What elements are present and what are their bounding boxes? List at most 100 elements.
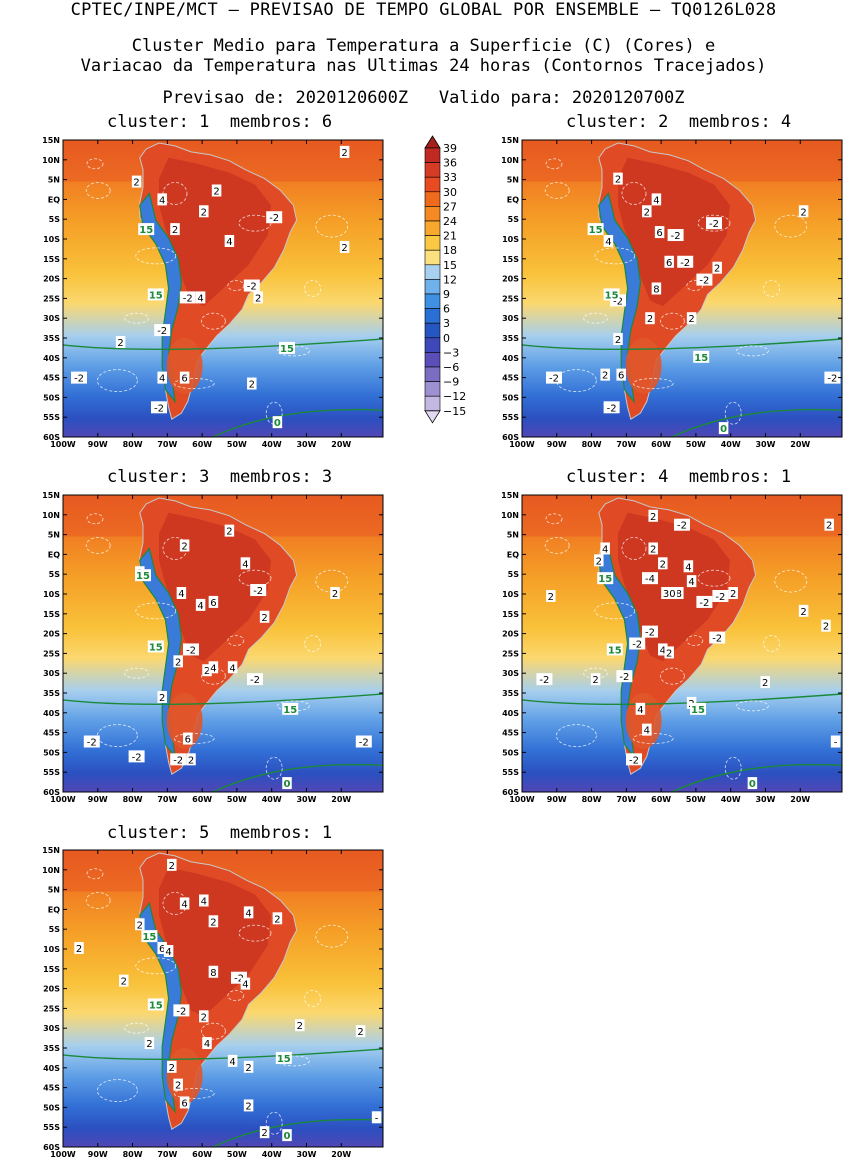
variation-label: 2 [297,1021,303,1032]
contour-15c [62,693,384,706]
variation-label: 2 [660,559,666,570]
lat-tick-label: 20S [43,275,60,284]
lat-tick-label: 15S [502,255,519,264]
variation-label: 4 [685,562,691,573]
variation-label: 2 [76,944,82,955]
lat-tick-label: 45S [43,729,60,738]
lon-tick-label: 100W [509,440,535,449]
variation-label: 2 [175,1081,181,1092]
variation-label: 2 [146,1039,152,1050]
lon-tick-label: 70W [157,1150,177,1157]
lat-tick-label: 15N [501,491,519,500]
variation-label: -2 [619,672,629,683]
isotherm-label: 15 [136,571,150,582]
lat-tick-label: 5S [49,215,61,224]
variation-label: -2 [680,258,690,269]
variation-label: 2 [249,380,255,391]
variation-label: -2 [607,403,617,414]
colorbar-label: 6 [443,303,450,316]
variation-label: 2 [159,693,165,704]
colorbar-label: 3 [443,317,450,330]
lat-tick-label: 25S [502,294,519,303]
variation-label: 4 [181,899,187,910]
lat-tick-label: 5N [48,531,60,540]
colorbar-swatch [424,147,441,163]
lat-tick-label: 15S [43,610,60,619]
lat-tick-label: 5S [49,925,61,934]
lon-tick-label: 80W [582,795,602,804]
variation-label: 4 [210,663,216,674]
lat-tick-label: 10S [43,590,60,599]
variation-label: -2 [173,755,183,766]
lat-tick-label: 60S [502,433,519,442]
map-frame [62,849,384,1148]
lat-tick-label: 30S [43,1024,60,1033]
variation-label: 2 [650,544,656,555]
lat-tick-label: 30S [43,669,60,678]
lon-tick-label: 60W [192,440,212,449]
isotherm-label: 15 [691,705,705,716]
colorbar-label: 24 [443,215,457,228]
variation-label: -2 [234,974,244,985]
colorbar-swatch [424,352,441,368]
lon-tick-label: 40W [721,440,741,449]
isotherm-label: 15 [139,225,153,236]
map-frame [62,494,384,793]
lat-tick-label: 40S [43,354,60,363]
variation-label: -2 [699,276,709,287]
variation-label: -2 [645,628,655,639]
lon-tick-label: 40W [262,440,282,449]
map-panel-4: 2-2242224-44830-2-22222-2-242-22-22-2442… [501,491,843,804]
lon-tick-label: 20W [331,1150,351,1157]
lat-tick-label: 30S [502,669,519,678]
isotherm-label: 0 [284,1131,291,1142]
lat-tick-label: EQ [48,905,60,914]
lat-tick-label: 45S [502,729,519,738]
lat-tick-label: 15S [43,255,60,264]
lat-tick-label: 60S [43,788,60,797]
lon-tick-label: 20W [790,795,810,804]
variation-label: 2 [823,622,829,633]
lat-tick-label: 15S [43,965,60,974]
variation-label: -2 [359,738,369,749]
variation-label: 6 [181,374,187,385]
lon-tick-label: 60W [192,795,212,804]
lat-tick-label: 15N [42,136,60,145]
lat-tick-label: 55S [43,1123,60,1132]
isotherm-label: 15 [608,645,622,656]
isotherm-label: 15 [589,225,603,236]
variation-label: 8 [210,968,216,979]
variation-label: 2 [644,207,650,218]
lon-tick-label: 90W [88,795,108,804]
variation-label: 2 [341,243,347,254]
variation-label: - [375,1113,379,1124]
lat-tick-label: 35S [502,334,519,343]
isotherm-label: 0 [284,779,291,790]
page-title: CPTEC/INPE/MCT – PREVISAO DE TEMPO GLOBA… [70,0,777,20]
lon-tick-label: 40W [262,1150,282,1157]
contour-15c [521,693,843,706]
lat-tick-label: 10N [42,866,60,875]
contour-15c [62,338,384,351]
isotherm-label: 0 [720,424,727,435]
variation-label: 2 [255,293,261,304]
lat-tick-label: 20S [43,630,60,639]
lat-tick-label: 35S [43,1044,60,1053]
variation-label: 2 [181,541,187,552]
variation-label: 6 [159,944,165,955]
lat-tick-label: EQ [48,550,60,559]
lon-tick-label: 100W [50,795,76,804]
lat-tick-label: 60S [502,788,519,797]
variation-label: 4 [242,559,248,570]
lat-tick-label: 10S [502,590,519,599]
variation-label: 2 [650,512,656,523]
variation-label: 2 [714,264,720,275]
lat-tick-label: 25S [43,649,60,658]
lat-tick-label: 15S [502,610,519,619]
colorbar-label: −3 [443,346,459,359]
lat-tick-label: 25S [502,649,519,658]
